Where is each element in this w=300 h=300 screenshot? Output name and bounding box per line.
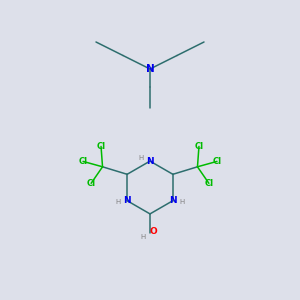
- Text: H: H: [138, 155, 144, 161]
- Text: Cl: Cl: [194, 142, 203, 151]
- Text: Cl: Cl: [97, 142, 106, 151]
- Text: O: O: [149, 227, 157, 236]
- Text: Cl: Cl: [204, 179, 213, 188]
- Text: H: H: [115, 199, 120, 205]
- Text: Cl: Cl: [79, 157, 88, 166]
- Text: N: N: [123, 196, 131, 205]
- Text: H: H: [180, 199, 185, 205]
- Text: Cl: Cl: [87, 179, 96, 188]
- Text: N: N: [146, 64, 154, 74]
- Text: N: N: [146, 157, 154, 166]
- Text: N: N: [169, 196, 177, 205]
- Text: H: H: [141, 234, 146, 240]
- Text: Cl: Cl: [212, 157, 221, 166]
